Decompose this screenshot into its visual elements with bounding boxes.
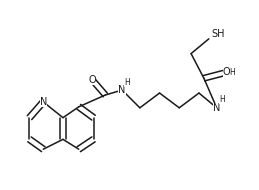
Text: H: H [219,95,225,104]
Text: N: N [40,97,47,107]
Text: N: N [118,85,126,95]
Text: N: N [213,103,220,113]
Text: SH: SH [212,29,225,39]
Text: H: H [229,68,235,77]
Text: H: H [124,78,130,87]
Text: O: O [223,67,230,77]
Text: O: O [89,75,96,85]
